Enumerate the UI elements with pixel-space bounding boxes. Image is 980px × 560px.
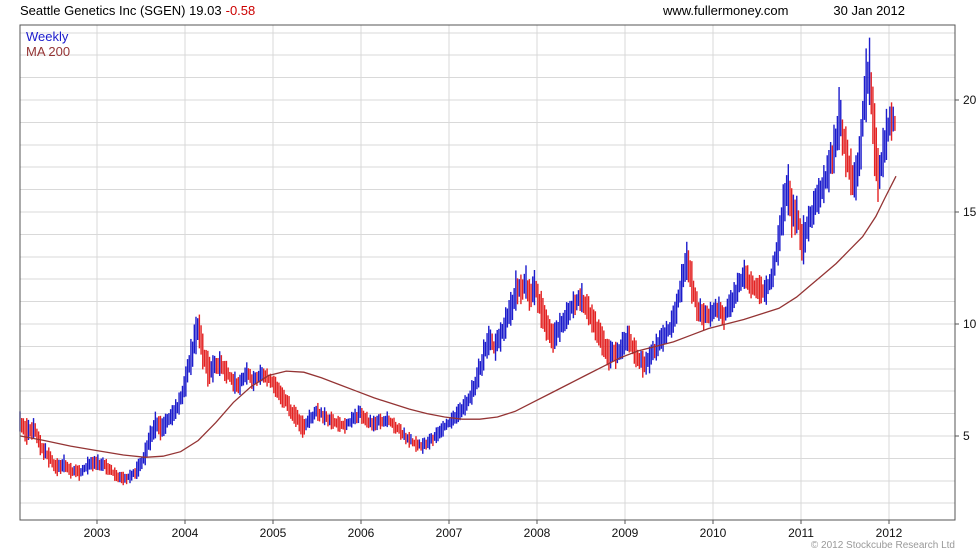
svg-text:15: 15 — [963, 205, 977, 219]
svg-text:2009: 2009 — [612, 526, 639, 540]
chart-legend: Weekly MA 200 — [26, 29, 70, 59]
price-change: -0.58 — [225, 3, 256, 18]
svg-text:2012: 2012 — [876, 526, 903, 540]
svg-text:2008: 2008 — [524, 526, 551, 540]
site-link[interactable]: www.fullermoney.com — [662, 3, 789, 18]
svg-text:5: 5 — [963, 429, 970, 443]
instrument-name-price: Seattle Genetics Inc (SGEN) 19.03 — [20, 3, 222, 18]
svg-text:2011: 2011 — [788, 526, 814, 540]
svg-text:2004: 2004 — [172, 526, 199, 540]
svg-text:20: 20 — [963, 93, 977, 107]
svg-text:2007: 2007 — [436, 526, 463, 540]
svg-text:2010: 2010 — [700, 526, 727, 540]
legend-ma: MA 200 — [26, 44, 71, 59]
chart-header: Seattle Genetics Inc (SGEN) 19.03 -0.58 w… — [0, 3, 980, 18]
svg-text:2006: 2006 — [348, 526, 375, 540]
copyright-notice: © 2012 Stockcube Research Ltd — [810, 540, 955, 551]
legend-weekly: Weekly — [26, 29, 69, 44]
date-label: 30 Jan 2012 — [833, 3, 905, 18]
svg-text:2005: 2005 — [260, 526, 287, 540]
instrument-title: Seattle Genetics Inc (SGEN) 19.03 -0.58 — [20, 3, 255, 18]
svg-text:10: 10 — [963, 317, 977, 331]
svg-text:2003: 2003 — [84, 526, 111, 540]
